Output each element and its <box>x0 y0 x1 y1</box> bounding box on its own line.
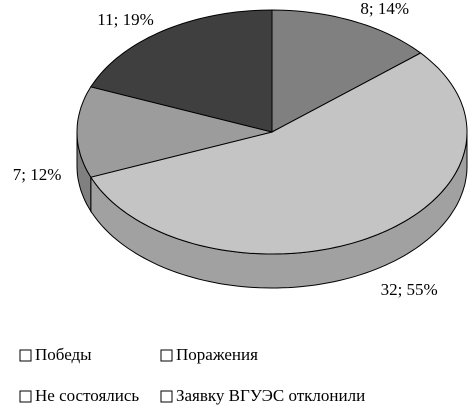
data-label: 7; 12% <box>13 165 62 184</box>
legend-label: Поражения <box>176 345 258 364</box>
slice <box>89 9 273 133</box>
legend-swatch <box>160 349 173 362</box>
slice <box>271 9 422 133</box>
legend-label: Не состоялись <box>35 386 139 405</box>
legend-swatch <box>160 390 173 403</box>
legend-label: Победы <box>35 345 92 364</box>
slice <box>76 86 273 178</box>
legend-label: Заявку ВГУЭС отклонили <box>176 386 365 405</box>
legend: Победы Поражения Не состоялись Заявку ВГУЭС… <box>19 345 365 405</box>
data-label: 32; 55% <box>381 280 438 299</box>
legend-swatch <box>19 390 32 403</box>
data-label: 8; 14% <box>360 0 409 18</box>
slice <box>89 52 468 255</box>
data-label: 11; 19% <box>97 10 154 29</box>
legend-swatch <box>19 349 32 362</box>
pie: 8; 14% 32; 55% 7; 12% 11; 19% <box>13 0 468 299</box>
